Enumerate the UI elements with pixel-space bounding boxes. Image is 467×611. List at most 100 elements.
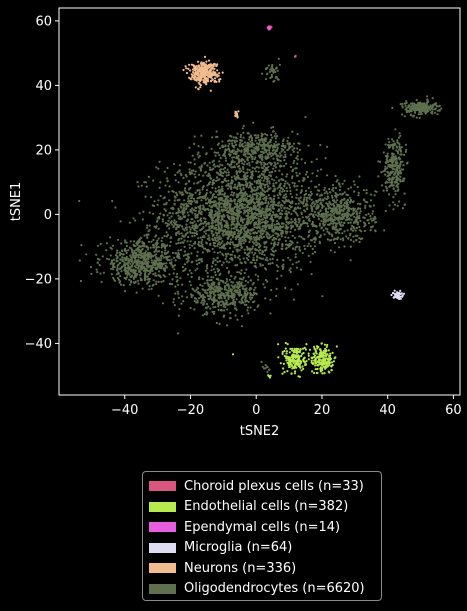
data-point (388, 141, 391, 144)
data-point (256, 237, 260, 240)
data-point (222, 254, 225, 257)
data-point (177, 255, 181, 258)
data-point (315, 201, 318, 204)
data-point (250, 187, 253, 190)
data-point (287, 236, 290, 239)
data-point (251, 155, 254, 159)
data-point (268, 149, 271, 152)
data-point (304, 210, 307, 213)
data-point (253, 232, 256, 235)
data-point (266, 224, 269, 227)
data-point (385, 187, 388, 190)
data-point (242, 136, 245, 139)
data-point (268, 151, 271, 154)
data-point (259, 262, 262, 266)
data-point (215, 285, 218, 288)
data-point (343, 213, 346, 216)
data-point (297, 202, 300, 205)
data-point (242, 206, 246, 209)
data-point (190, 218, 193, 221)
data-point (238, 258, 241, 261)
data-point (116, 251, 119, 254)
data-point (350, 207, 353, 211)
data-point (311, 239, 314, 242)
data-point (355, 238, 358, 242)
data-point (199, 219, 202, 222)
data-point (257, 136, 260, 139)
data-point (323, 192, 326, 195)
data-point (372, 218, 375, 221)
data-point (235, 163, 238, 166)
data-point (338, 221, 341, 224)
data-point (396, 179, 399, 182)
data-point (242, 158, 245, 161)
data-point (221, 240, 224, 243)
data-point (265, 149, 269, 152)
data-point (402, 164, 405, 167)
data-point (194, 223, 198, 226)
data-point (334, 211, 337, 214)
data-point (116, 249, 119, 252)
data-point (239, 190, 242, 193)
data-point (334, 208, 337, 211)
data-point (170, 220, 173, 223)
data-point (255, 189, 258, 192)
data-point (208, 228, 211, 231)
data-point (279, 362, 282, 365)
data-point (286, 182, 289, 185)
data-point (260, 163, 263, 166)
data-point (216, 164, 219, 168)
data-point (235, 238, 238, 241)
data-point (194, 269, 197, 272)
data-point (271, 67, 274, 70)
data-point (284, 153, 287, 156)
data-point (181, 266, 184, 269)
data-point (149, 246, 152, 249)
data-point (244, 279, 247, 282)
data-point (256, 194, 259, 198)
data-point (352, 240, 355, 243)
data-point (274, 137, 277, 140)
data-point (291, 353, 295, 356)
data-point (244, 199, 248, 202)
data-point (349, 245, 352, 248)
data-point (135, 248, 138, 251)
data-point (262, 151, 265, 154)
data-point (389, 181, 392, 184)
data-point (211, 196, 214, 199)
data-point (399, 172, 402, 175)
data-point (281, 190, 284, 193)
data-point (306, 245, 309, 248)
data-point (321, 205, 324, 208)
data-point (268, 225, 271, 228)
data-point (280, 206, 283, 209)
data-point (270, 253, 273, 256)
data-point (289, 359, 292, 362)
data-point (310, 223, 313, 226)
data-point (203, 220, 206, 224)
data-point (349, 232, 352, 235)
data-point (295, 171, 298, 174)
data-point (202, 302, 205, 305)
data-point (210, 230, 213, 233)
data-point (271, 170, 274, 174)
data-point (175, 191, 178, 194)
data-point (159, 194, 162, 198)
data-point (239, 178, 242, 181)
data-point (197, 151, 200, 154)
data-point (275, 154, 278, 157)
data-point (262, 164, 266, 167)
data-point (245, 303, 248, 306)
data-point (131, 251, 134, 254)
data-point (163, 208, 166, 211)
data-point (211, 205, 214, 208)
data-point (265, 157, 268, 160)
data-point (388, 144, 392, 147)
data-point (394, 128, 397, 131)
data-point (240, 245, 243, 249)
data-point (221, 216, 224, 219)
data-point (260, 132, 263, 135)
data-point (111, 268, 115, 271)
data-point (214, 273, 217, 277)
data-point (271, 206, 274, 209)
